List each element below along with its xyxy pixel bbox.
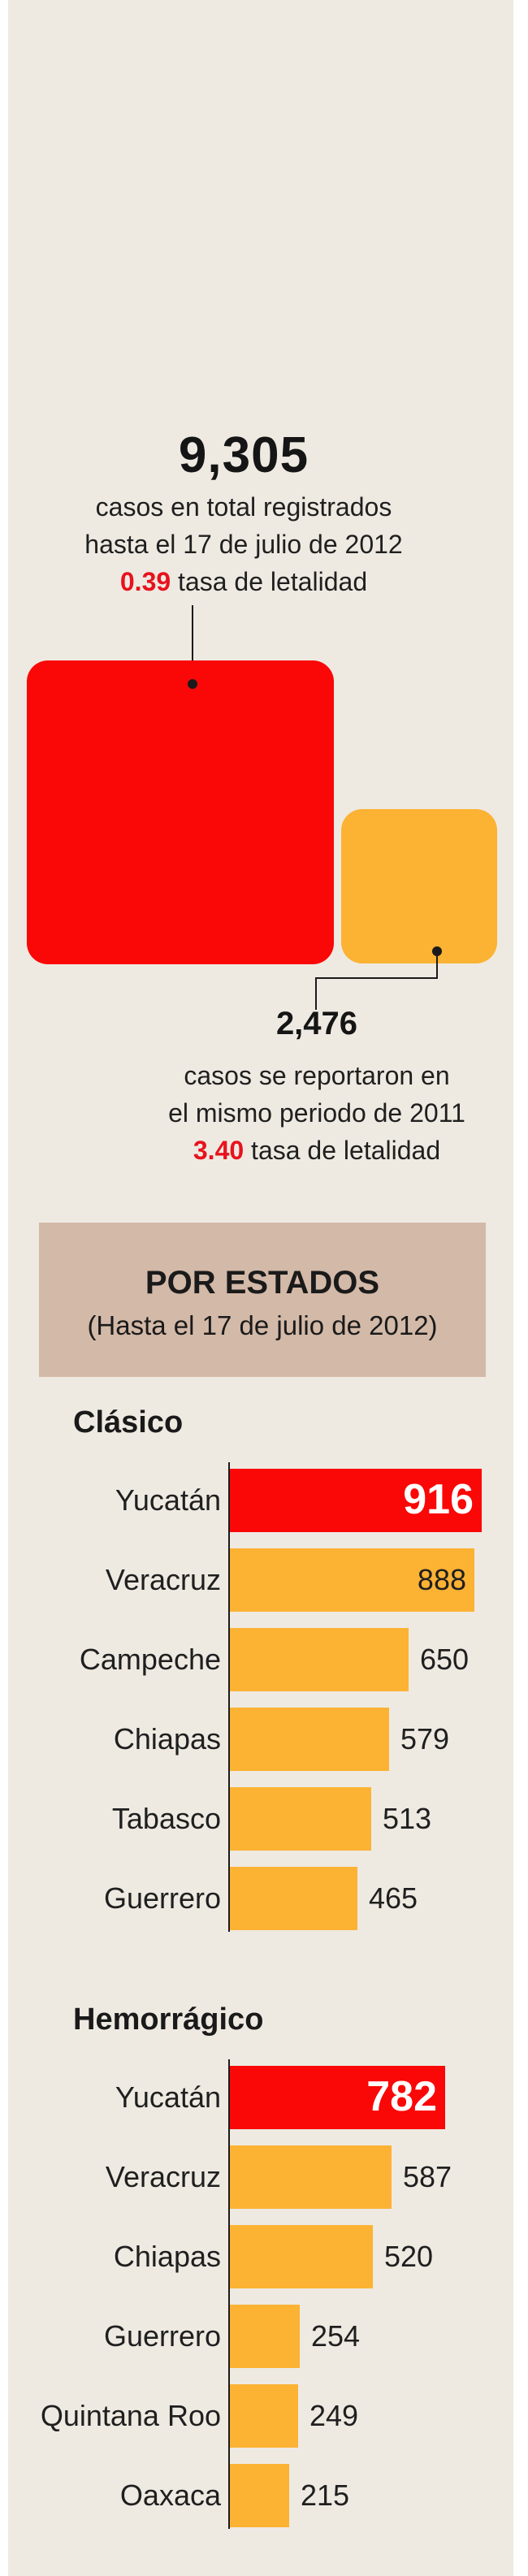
total-2011-line2: el mismo periodo de 2011 — [168, 1098, 465, 1128]
connector-2012-dot — [188, 679, 197, 689]
chart-clasico-value-label: 916 — [403, 1476, 474, 1523]
chart-hemorragico-value-label: 249 — [309, 2399, 359, 2432]
chart-hemorragico-category-label: Veracruz — [105, 2160, 221, 2193]
chart-clasico-value-label: 579 — [400, 1722, 450, 1756]
chart-hemorragico-value-label: 520 — [384, 2240, 434, 2273]
chart-clasico-axis — [228, 1462, 230, 1932]
chart-hemorragico-value-label: 254 — [311, 2319, 361, 2353]
chart-hemorragico-value-label: 782 — [366, 2073, 437, 2120]
chart-hemorragico-bar — [230, 2066, 445, 2129]
total-2012-value: 9,305 — [178, 427, 309, 483]
chart-hemorragico-bar — [230, 2145, 392, 2209]
connector-2011-hline — [315, 977, 438, 979]
chart-clasico-category-label: Veracruz — [105, 1563, 221, 1596]
chart-clasico-category-label: Guerrero — [103, 1881, 221, 1915]
chart-clasico-category-label: Tabasco — [111, 1802, 221, 1835]
chart-clasico-bar — [230, 1628, 409, 1691]
chart-hemorragico-category-label: Chiapas — [113, 2240, 221, 2273]
rate-2012-row: 0.39 tasa de letalidad — [0, 564, 487, 600]
rate-2012-value: 0.39 — [119, 567, 171, 596]
chart-hemorragico-category-label: Oaxaca — [119, 2479, 221, 2512]
chart-clasico-bar — [230, 1708, 389, 1771]
rate-2012-label: tasa de letalidad — [178, 567, 368, 596]
connector-2011-dot — [432, 946, 442, 956]
rate-2011-label: tasa de letalidad — [251, 1136, 441, 1165]
chart-clasico-category-label: Yucatán — [115, 1483, 221, 1517]
chart-hemorragico-category-label: Quintana Roo — [40, 2399, 221, 2432]
connector-2011-drop — [315, 977, 317, 1010]
total-2011-line1: casos se reportaron en — [184, 1061, 450, 1090]
connector-2011-vline — [436, 952, 438, 978]
chart-hemorragico-value-label: 587 — [403, 2160, 452, 2193]
square-2011 — [341, 809, 497, 963]
chart-clasico-bar — [230, 1787, 371, 1851]
rate-2011-value: 3.40 — [193, 1136, 245, 1165]
estados-title: POR ESTADOS — [145, 1265, 380, 1301]
chart-hemorragico-value-label: 215 — [301, 2479, 350, 2512]
chart-clasico-bar — [230, 1469, 482, 1532]
chart-clasico-bar — [230, 1867, 357, 1930]
chart-clasico-category-label: Campeche — [79, 1643, 221, 1676]
chart-clasico-bar — [230, 1548, 474, 1612]
chart-hemorragico-bar — [230, 2464, 289, 2527]
rate-2011-row: 3.40 tasa de letalidad — [89, 1132, 528, 1168]
chart-hemorragico-title: Hemorrágico — [73, 2002, 264, 2037]
total-2012-line2: hasta el 17 de julio de 2012 — [84, 530, 403, 559]
chart-hemorragico-category-label: Yucatán — [115, 2080, 221, 2114]
connector-2012-line — [192, 605, 193, 682]
chart-hemorragico-axis — [228, 2059, 230, 2529]
chart-hemorragico-bar — [230, 2305, 300, 2368]
total-2012-line1: casos en total registrados — [95, 492, 392, 522]
estados-banner: POR ESTADOS (Hasta el 17 de julio de 201… — [39, 1223, 486, 1377]
chart-clasico-value-label: 888 — [417, 1563, 466, 1596]
chart-clasico-value-label: 513 — [383, 1802, 432, 1835]
total-2011-value: 2,476 — [275, 1006, 358, 1041]
chart-clasico-category-label: Chiapas — [113, 1722, 221, 1756]
chart-hemorragico-bar — [230, 2384, 298, 2448]
square-2012 — [27, 660, 334, 964]
chart-clasico-title: Clásico — [73, 1405, 184, 1440]
chart-clasico-value-label: 650 — [420, 1643, 470, 1676]
chart-clasico-value-label: 465 — [369, 1881, 418, 1915]
chart-hemorragico-category-label: Guerrero — [103, 2319, 221, 2353]
chart-hemorragico-bar — [230, 2225, 373, 2288]
estados-subtitle: (Hasta el 17 de julio de 2012) — [87, 1310, 438, 1340]
